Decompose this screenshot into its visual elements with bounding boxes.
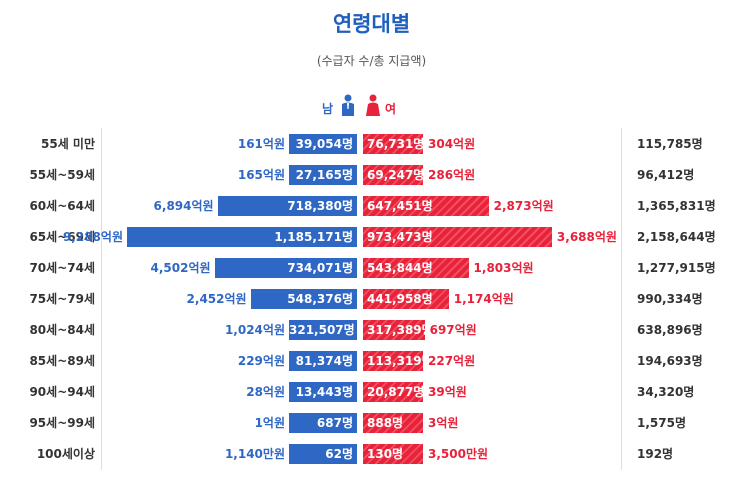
total-label: 2,158,644명 (637, 230, 716, 244)
total-label: 638,896명 (637, 323, 703, 337)
age-label: 80세~84세 (29, 323, 95, 337)
female-bar (363, 351, 423, 371)
male-count-label: 27,165명 (295, 168, 353, 182)
female-bar (363, 289, 449, 309)
male-count-label: 734,071명 (287, 261, 353, 275)
female-amount-label: 304억원 (428, 137, 476, 151)
male-amount-label: 1억원 (254, 416, 285, 430)
male-count-label: 81,374명 (295, 354, 353, 368)
male-person-icon (342, 94, 354, 116)
total-label: 34,320명 (637, 385, 695, 399)
male-bar (289, 134, 357, 154)
male-bar (289, 165, 357, 185)
male-bar (289, 382, 357, 402)
divider-right (621, 128, 622, 470)
female-count-label: 441,958명 (367, 292, 433, 306)
legend: 남 여 (310, 94, 400, 118)
female-amount-label: 2,873억원 (493, 199, 554, 213)
female-amount-label: 39억원 (428, 385, 467, 399)
male-bar (214, 258, 357, 278)
total-label: 1,575명 (637, 416, 686, 430)
female-count-label: 113,319명 (367, 354, 433, 368)
male-amount-label: 161억원 (237, 137, 285, 151)
male-bar (289, 320, 357, 340)
female-count-label: 888명 (367, 416, 404, 430)
male-bar (289, 351, 357, 371)
female-count-label: 76,731명 (367, 137, 425, 151)
total-label: 115,785명 (637, 137, 703, 151)
age-label: 55세 미만 (41, 137, 95, 151)
female-bar (363, 134, 423, 154)
female-bar (363, 382, 423, 402)
female-bar (363, 320, 425, 340)
total-label: 192명 (637, 447, 674, 461)
female-amount-label: 697억원 (429, 323, 477, 337)
total-label: 1,365,831명 (637, 199, 716, 213)
male-count-label: 13,443명 (295, 385, 353, 399)
total-label: 96,412명 (637, 168, 695, 182)
male-bar (127, 227, 357, 247)
female-amount-label: 3,688억원 (556, 230, 617, 244)
female-amount-label: 286억원 (428, 168, 476, 182)
male-amount-label: 6,894억원 (153, 199, 214, 213)
female-count-label: 543,844명 (367, 261, 433, 275)
female-bar (363, 258, 469, 278)
male-count-label: 687명 (316, 416, 353, 430)
age-label: 70세~74세 (29, 261, 95, 275)
male-amount-label: 2,452억원 (186, 292, 247, 306)
male-bar (289, 444, 357, 464)
total-label: 1,277,915명 (637, 261, 716, 275)
divider-left (101, 128, 102, 470)
total-label: 990,334명 (637, 292, 703, 306)
female-count-label: 317,389명 (367, 323, 433, 337)
female-bar (363, 196, 489, 216)
total-label: 194,693명 (637, 354, 703, 368)
chart-title: 연령대별 (332, 12, 411, 36)
age-label: 60세~64세 (29, 199, 95, 213)
female-bar (363, 444, 423, 464)
male-amount-label: 28억원 (246, 385, 285, 399)
age-label: 55세~59세 (29, 168, 95, 182)
female-amount-label: 1,803억원 (473, 261, 534, 275)
male-bar (217, 196, 357, 216)
female-amount-label: 1,174억원 (453, 292, 514, 306)
male-count-label: 39,054명 (295, 137, 353, 151)
female-amount-label: 3억원 (428, 416, 459, 430)
chart-subtitle: (수급자 수/총 지급액) (316, 54, 427, 68)
male-amount-label: 9,288억원 (62, 230, 123, 244)
male-amount-label: 1,140만원 (224, 447, 285, 461)
male-amount-label: 229억원 (237, 354, 285, 368)
female-bar (363, 413, 423, 433)
female-count-label: 973,473명 (367, 230, 433, 244)
age-label: 95세~99세 (29, 416, 95, 430)
female-amount-label: 227억원 (428, 354, 476, 368)
female-bar (363, 165, 423, 185)
male-count-label: 718,380명 (287, 199, 353, 213)
female-count-label: 130명 (367, 447, 404, 461)
age-label: 100세이상 (36, 447, 95, 461)
female-bar (363, 227, 552, 247)
male-bar (250, 289, 357, 309)
age-label: 65세~69세 (29, 230, 95, 244)
female-person-icon (366, 94, 380, 116)
legend-male-label: 남 (322, 102, 334, 116)
male-count-label: 1,185,171명 (274, 230, 353, 244)
male-bar (289, 413, 357, 433)
male-count-label: 548,376명 (287, 292, 353, 306)
female-amount-label: 3,500만원 (428, 447, 489, 461)
female-count-label: 647,451명 (367, 199, 433, 213)
female-count-label: 69,247명 (367, 168, 425, 182)
age-label: 90세~94세 (29, 385, 95, 399)
male-count-label: 62명 (325, 447, 353, 461)
age-label: 75세~79세 (29, 292, 95, 306)
male-amount-label: 165억원 (237, 168, 285, 182)
age-label: 85세~89세 (29, 354, 95, 368)
male-amount-label: 1,024억원 (224, 323, 285, 337)
male-amount-label: 4,502억원 (150, 261, 211, 275)
legend-female-label: 여 (385, 102, 397, 116)
female-count-label: 20,877명 (367, 385, 425, 399)
male-count-label: 321,507명 (289, 323, 355, 337)
